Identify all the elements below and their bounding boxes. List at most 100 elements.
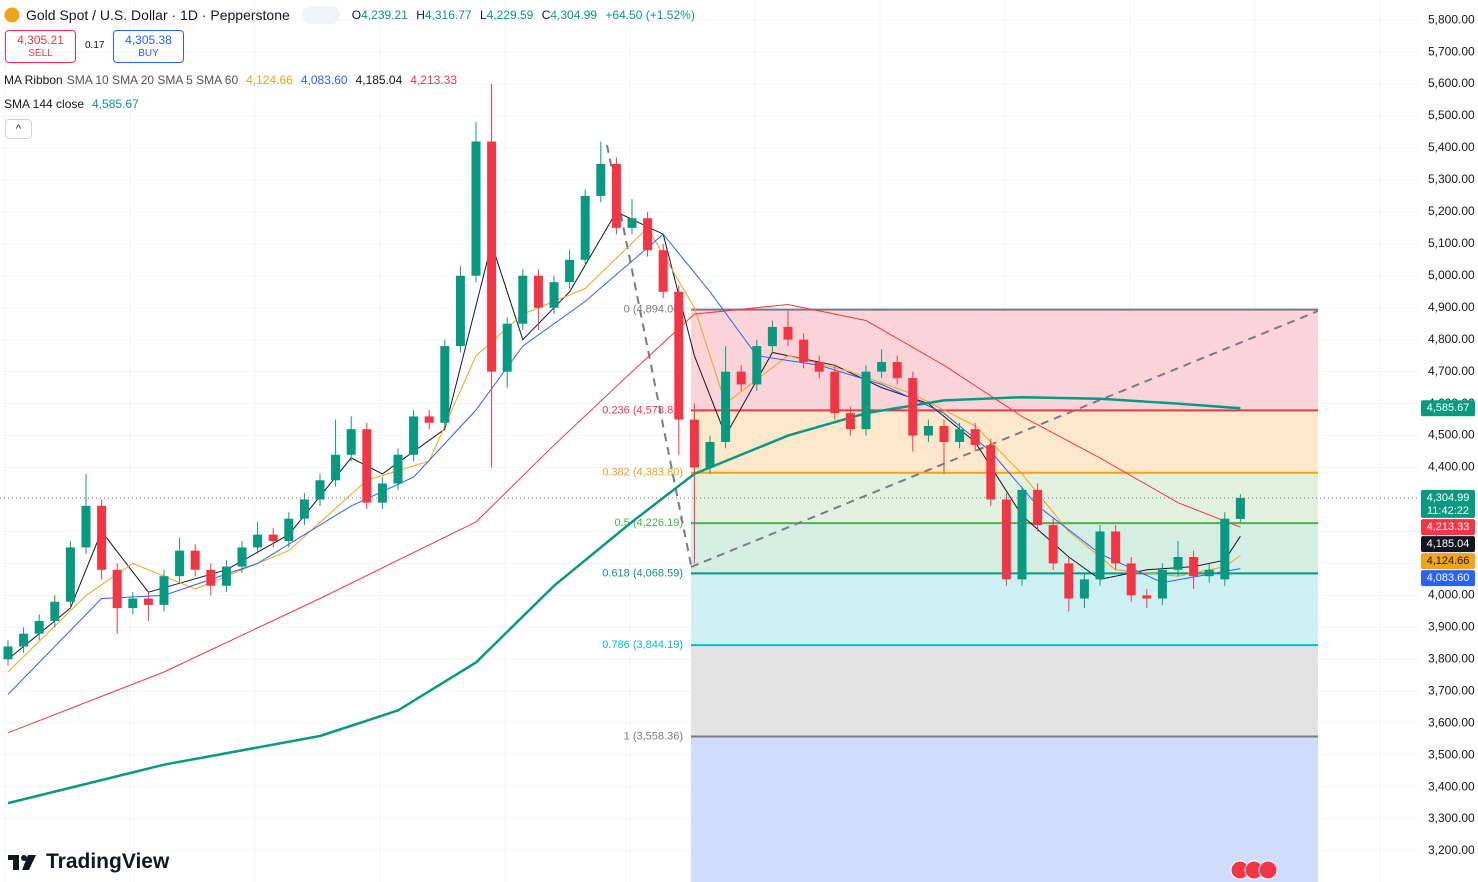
fib-label: 0.236 (4,578.81) — [602, 404, 683, 416]
y-tick-label: 3,600.00 — [1428, 715, 1475, 729]
candle-body — [596, 163, 606, 196]
fib-band — [691, 645, 1318, 737]
candle-body — [1235, 497, 1245, 519]
candle-body — [877, 362, 887, 372]
candle-body — [1204, 569, 1214, 577]
candle-body — [1126, 563, 1136, 596]
price-tag — [1421, 400, 1475, 417]
candle-body — [331, 454, 341, 481]
candle-body — [315, 480, 325, 500]
brand-icon — [8, 855, 36, 870]
legend-values: 4,124.66 4,083.60 4,185.04 4,213.33 — [242, 73, 461, 87]
candle-body — [143, 598, 153, 605]
candle-body — [128, 598, 138, 609]
candle-body — [1095, 531, 1105, 580]
symbol-title: Gold Spot / U.S. Dollar · 1D · Peppersto… — [26, 7, 290, 23]
candle-body — [767, 326, 777, 347]
candle-body — [299, 499, 309, 519]
candle-body — [1001, 499, 1011, 580]
ohlc-key: H — [416, 8, 425, 22]
candle-body — [1033, 489, 1043, 526]
candle-body — [97, 505, 107, 570]
ohlc-key: O — [351, 8, 362, 22]
sell-label: SELL — [28, 48, 53, 59]
candle-body — [705, 441, 715, 468]
candle-body — [986, 445, 996, 500]
candle-body — [206, 569, 216, 586]
candle-body — [471, 141, 481, 276]
price-tag-time: 11:42:22 — [1427, 505, 1469, 517]
y-tick-label: 3,400.00 — [1428, 779, 1475, 793]
candle-body — [658, 250, 668, 292]
change: +64.50 (+1.52%) — [605, 8, 695, 22]
y-tick-label: 5,300.00 — [1428, 172, 1475, 186]
buy-price: 4,305.38 — [125, 33, 172, 47]
candle-body — [549, 282, 559, 308]
sell-button[interactable]: 4,305.21 SELL — [5, 30, 76, 63]
candle-body — [721, 371, 731, 442]
y-tick-label: 3,500.00 — [1428, 747, 1475, 761]
y-tick-label: 5,100.00 — [1428, 236, 1475, 250]
candle-body — [502, 323, 512, 372]
candle-body — [1157, 569, 1167, 599]
candle-body — [643, 218, 653, 251]
event-flags — [1230, 860, 1278, 880]
sell-price: 4,305.21 — [17, 33, 64, 47]
price-tag — [1421, 536, 1475, 553]
candle-body — [1064, 563, 1074, 599]
candle-body — [346, 429, 356, 455]
y-tick-label: 4,400.00 — [1428, 460, 1475, 474]
candle-body — [1189, 557, 1199, 577]
legend-name: MA Ribbon — [4, 73, 63, 87]
y-tick-label: 3,700.00 — [1428, 683, 1475, 697]
candle-body — [799, 339, 809, 363]
candle-body — [1111, 531, 1121, 564]
candle-body — [221, 566, 231, 586]
y-tick-label: 5,500.00 — [1428, 108, 1475, 122]
candle-body — [440, 346, 450, 423]
y-tick-label: 4,700.00 — [1428, 364, 1475, 378]
ma-line — [7, 303, 1241, 734]
y-tick-label: 5,200.00 — [1428, 204, 1475, 218]
ohlc-value: 4,304.99 — [550, 8, 598, 22]
trend-line — [690, 310, 1319, 568]
candle-body — [518, 275, 528, 324]
candle-body — [409, 416, 419, 455]
ohlc-value: 4,239.21 — [361, 8, 408, 22]
candle-body — [752, 346, 762, 385]
candle-body — [861, 371, 871, 430]
brand: TradingView — [8, 850, 169, 874]
axis-layer: 3,200.00 3,300.00 3,400.00 3,500.00 3,600.00… — [1421, 12, 1475, 857]
candle-body — [892, 362, 902, 379]
status-pill[interactable] — [301, 6, 340, 24]
ohlc-value: 4,316.77 — [424, 8, 472, 22]
candle-body — [674, 291, 684, 420]
legend-values: 4,585.67 — [88, 97, 143, 111]
candle-body — [268, 534, 278, 542]
fib-label: 0.382 (4,383.80) — [602, 467, 683, 479]
candle-body — [81, 505, 91, 548]
price-tag-label: 4,213.33 — [1427, 521, 1470, 533]
candle-body — [424, 416, 434, 423]
collapse-button[interactable]: ^ — [5, 119, 32, 139]
fib-label: 0.5 (4,226.19) — [615, 517, 684, 529]
candle-body — [814, 362, 824, 372]
fib-band — [691, 309, 1318, 411]
brand-name: TradingView — [46, 850, 170, 873]
y-tick-label: 4,800.00 — [1428, 332, 1475, 346]
candle-body — [1173, 557, 1183, 570]
trend-line — [606, 144, 692, 566]
fib-label: 0 (4,894.00) — [624, 304, 683, 316]
candle-body — [970, 429, 980, 446]
candle-body — [175, 550, 185, 577]
candle-body — [627, 218, 637, 228]
symbol-icon — [4, 7, 20, 23]
price-tag-label: 4,083.60 — [1427, 572, 1470, 584]
buy-label: BUY — [138, 48, 159, 59]
buy-button[interactable]: 4,305.38 BUY — [113, 30, 184, 63]
candle-body — [533, 275, 543, 308]
legend-row: SMA 144 close 4,585.67 — [4, 97, 147, 111]
candle-body — [830, 371, 840, 414]
ohlc-key: C — [541, 8, 551, 22]
